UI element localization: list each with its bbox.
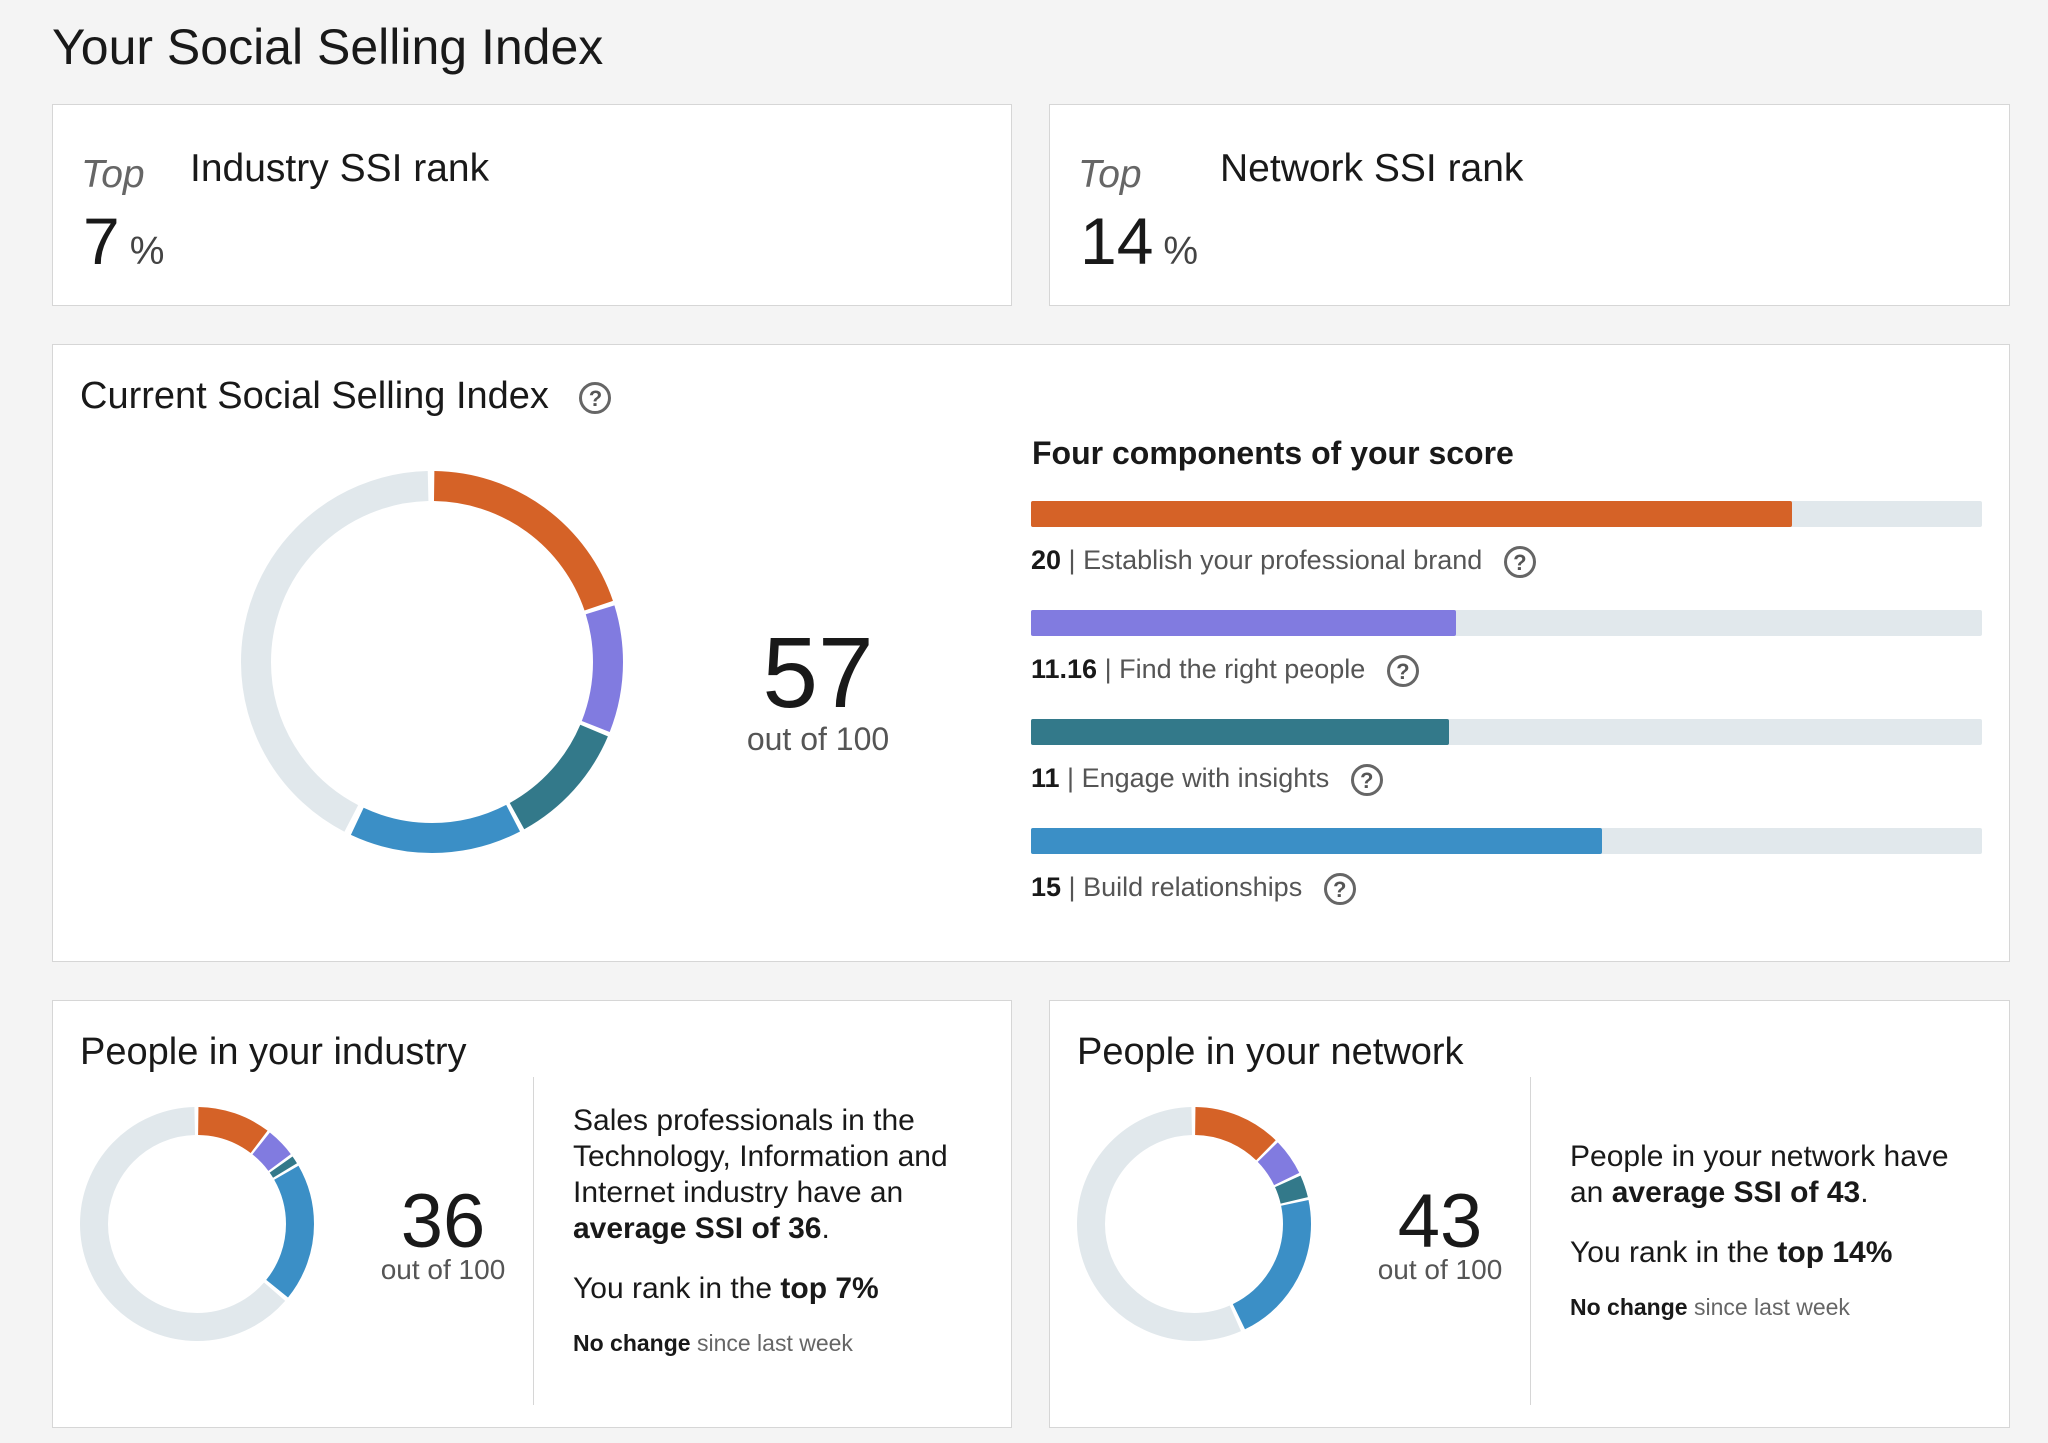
- title-text: Current Social Selling Index: [80, 375, 549, 417]
- score-number: 43: [1397, 1179, 1483, 1264]
- ssi-donut-chart: [241, 471, 623, 853]
- desc-end: .: [1860, 1176, 1869, 1209]
- network-rank-title: Network SSI rank: [1220, 147, 1524, 190]
- desc-text: Sales professionals in the Technology, I…: [573, 1104, 948, 1209]
- desc-end: .: [821, 1212, 830, 1245]
- separator: |: [1061, 872, 1084, 902]
- top-label: Top: [1078, 153, 1142, 196]
- donut-remaining-segment: [80, 1107, 314, 1341]
- donut-segment: [80, 1107, 314, 1341]
- component-label: 20 | Establish your professional brand ?: [1031, 545, 1536, 578]
- current-ssi-card: Current Social Selling Index ? 57 out of…: [52, 344, 2010, 962]
- separator: |: [1061, 545, 1084, 575]
- divider: [1530, 1077, 1531, 1405]
- page-title: Your Social Selling Index: [52, 19, 604, 75]
- question-circle-icon[interactable]: ?: [579, 381, 612, 414]
- score-out-of: out of 100: [746, 721, 890, 757]
- question-circle-icon[interactable]: ?: [1323, 872, 1356, 905]
- desc-bold: average SSI of 43: [1611, 1176, 1861, 1209]
- question-circle-icon[interactable]: ?: [1503, 545, 1536, 578]
- component-progress-fill: [1031, 610, 1456, 636]
- donut-segment: [241, 471, 623, 853]
- ssi-score: 57 out of 100: [693, 617, 943, 758]
- network-change: No change since last week: [1570, 1289, 1850, 1325]
- rank-number: 14: [1080, 204, 1154, 278]
- industry-rank-title: Industry SSI rank: [190, 147, 490, 190]
- score-number: 36: [400, 1179, 486, 1264]
- component-name: Establish your professional brand: [1083, 545, 1483, 575]
- component-value: 11: [1031, 763, 1060, 793]
- change-text: since last week: [1687, 1294, 1850, 1320]
- industry-rank-text: You rank in the top 7%: [573, 1271, 879, 1307]
- industry-rank-value: 7%: [83, 203, 164, 279]
- score-out-of: out of 100: [380, 1254, 506, 1285]
- component-label: 11 | Engage with insights ?: [1031, 763, 1383, 796]
- component-label: 11.16 | Find the right people ?: [1031, 654, 1419, 687]
- percent-sign: %: [129, 230, 165, 273]
- component-progress-bar: [1031, 828, 1982, 854]
- separator: |: [1097, 654, 1120, 684]
- question-circle-icon[interactable]: ?: [1386, 654, 1419, 687]
- question-circle-icon[interactable]: ?: [1350, 763, 1383, 796]
- top-label: Top: [81, 153, 145, 196]
- divider: [533, 1077, 534, 1405]
- industry-score: 36 out of 100: [353, 1179, 533, 1285]
- industry-title: People in your industry: [80, 1031, 467, 1073]
- components-title: Four components of your score: [1032, 435, 1514, 471]
- rank-number: 7: [83, 204, 120, 278]
- component-progress-fill: [1031, 828, 1602, 854]
- score-number: 57: [762, 617, 874, 729]
- component-progress-bar: [1031, 719, 1982, 745]
- change-bold: No change: [573, 1330, 691, 1356]
- industry-rank-card: Top Industry SSI rank 7%: [52, 104, 1012, 306]
- change-bold: No change: [1570, 1294, 1688, 1320]
- donut-remaining-segment: [1077, 1107, 1311, 1341]
- current-ssi-title: Current Social Selling Index ?: [80, 375, 612, 418]
- network-donut-chart: [1077, 1107, 1311, 1341]
- industry-donut-chart: [80, 1107, 314, 1341]
- separator: |: [1059, 763, 1082, 793]
- network-score: 43 out of 100: [1350, 1179, 1530, 1285]
- score-out-of: out of 100: [1377, 1254, 1503, 1285]
- network-rank-value: 14%: [1080, 203, 1198, 279]
- network-rank-card: Top Network SSI rank 14%: [1049, 104, 2010, 306]
- network-rank-text: You rank in the top 14%: [1570, 1235, 1892, 1271]
- desc-bold: average SSI of 36: [573, 1212, 822, 1245]
- component-progress-fill: [1031, 719, 1450, 745]
- rank-bold: top 7%: [780, 1272, 879, 1305]
- percent-sign: %: [1163, 230, 1199, 273]
- desc-text: People in your network have an: [1570, 1140, 1949, 1209]
- change-text: since last week: [690, 1330, 853, 1356]
- donut-segment: [1077, 1107, 1311, 1341]
- component-name: Find the right people: [1119, 654, 1366, 684]
- component-value: 11.16: [1031, 654, 1098, 684]
- industry-change: No change since last week: [573, 1325, 853, 1361]
- rank-text: You rank in the: [573, 1272, 781, 1305]
- rank-bold: top 14%: [1777, 1236, 1893, 1269]
- network-description: People in your network have an average S…: [1570, 1139, 1980, 1211]
- component-value: 15: [1031, 872, 1062, 902]
- component-label: 15 | Build relationships ?: [1031, 872, 1356, 905]
- component-progress-fill: [1031, 501, 1792, 527]
- donut-remaining-segment: [241, 471, 623, 853]
- component-name: Build relationships: [1083, 872, 1303, 902]
- component-progress-bar: [1031, 610, 1982, 636]
- component-name: Engage with insights: [1081, 763, 1330, 793]
- component-value: 20: [1031, 545, 1062, 575]
- donut-segment: [241, 471, 623, 853]
- rank-text: You rank in the: [1570, 1236, 1778, 1269]
- component-progress-bar: [1031, 501, 1982, 527]
- network-card: People in your network 43 out of 100 Peo…: [1049, 1000, 2010, 1428]
- industry-description: Sales professionals in the Technology, I…: [573, 1103, 983, 1247]
- network-title: People in your network: [1077, 1031, 1464, 1073]
- industry-card: People in your industry 36 out of 100 Sa…: [52, 1000, 1012, 1428]
